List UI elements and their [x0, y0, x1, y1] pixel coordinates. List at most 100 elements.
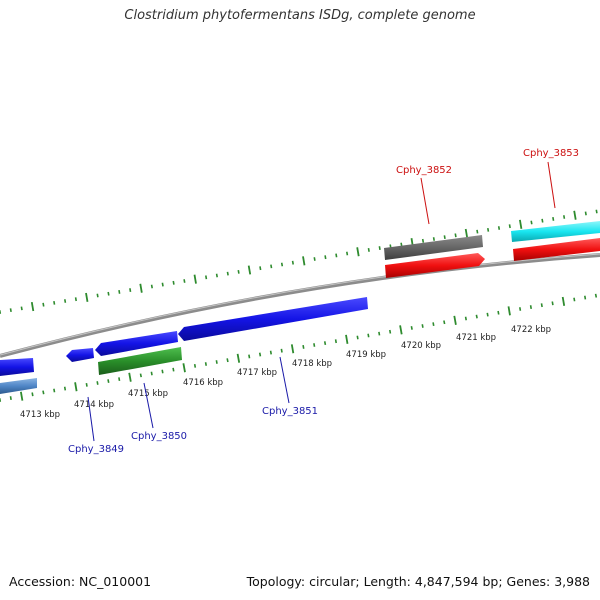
kbp-label: 4718 kbp: [292, 359, 332, 369]
minor-tick: [443, 235, 446, 240]
major-tick: [247, 265, 252, 275]
minor-tick: [421, 324, 424, 328]
minor-tick: [389, 329, 392, 334]
minor-tick: [107, 291, 110, 296]
major-tick: [453, 315, 457, 325]
minor-tick: [421, 238, 425, 243]
minor-tick: [118, 377, 121, 382]
kbp-label: 4720 kbp: [401, 341, 441, 351]
gene-feature[interactable]: [95, 331, 178, 356]
minor-tick: [161, 282, 164, 287]
major-tick: [519, 219, 523, 229]
minor-tick: [302, 344, 305, 349]
minor-tick: [475, 314, 478, 319]
minor-tick: [313, 257, 316, 261]
minor-tick: [410, 326, 413, 330]
minor-tick: [552, 216, 555, 221]
minor-tick: [204, 362, 207, 366]
minor-tick: [53, 388, 56, 393]
major-tick: [507, 306, 511, 316]
minor-tick: [541, 218, 544, 223]
minor-tick: [400, 242, 403, 247]
minor-tick: [519, 307, 522, 311]
minor-tick: [150, 371, 153, 376]
minor-tick: [367, 333, 370, 338]
minor-tick: [584, 211, 587, 216]
minor-tick: [573, 297, 576, 302]
major-tick: [85, 292, 89, 302]
gene-feature[interactable]: [384, 235, 483, 260]
major-tick: [573, 210, 577, 220]
minor-tick: [476, 229, 479, 234]
genome-info-text: Topology: circular; Length: 4,847,594 bp…: [246, 574, 590, 589]
minor-tick: [215, 273, 218, 278]
gene-feature[interactable]: [0, 378, 37, 394]
minor-tick: [497, 310, 500, 315]
leader-line: [547, 161, 556, 209]
gene-feature[interactable]: [98, 347, 182, 375]
kbp-label: 4722 kbp: [511, 325, 551, 335]
minor-tick: [31, 392, 34, 397]
kbp-label: 4716 kbp: [183, 378, 223, 388]
minor-tick: [20, 306, 23, 311]
gene-label[interactable]: Cphy_3850: [131, 431, 187, 442]
genome-backbone-highlight: [0, 253, 600, 356]
gene-label[interactable]: Cphy_3852: [396, 165, 452, 176]
minor-tick: [161, 369, 164, 374]
kbp-label: 4717 kbp: [237, 368, 277, 378]
major-tick: [561, 296, 566, 306]
major-tick: [193, 274, 197, 284]
minor-tick: [378, 246, 381, 251]
minor-tick: [551, 301, 554, 306]
reverse-strand-genes: [0, 238, 600, 394]
minor-tick: [118, 289, 121, 294]
gene-feature[interactable]: [513, 238, 600, 261]
gene-feature[interactable]: [178, 297, 368, 341]
major-tick: [399, 325, 403, 335]
kbp-label: 4713 kbp: [20, 410, 60, 420]
leader-line: [420, 177, 430, 225]
major-tick: [139, 283, 143, 293]
gene-feature[interactable]: [511, 221, 600, 242]
minor-tick: [584, 295, 587, 300]
accession-text: Accession: NC_010001: [9, 574, 152, 589]
minor-tick: [139, 373, 142, 378]
gene-feature[interactable]: [0, 358, 34, 376]
minor-tick: [172, 280, 175, 285]
gene-labels: Cphy_3849 Cphy_3850 Cphy_3851 Cphy_3852 …: [68, 148, 579, 455]
minor-tick: [258, 352, 262, 357]
minor-tick: [205, 275, 208, 280]
minor-tick: [259, 266, 262, 271]
minor-tick: [540, 303, 543, 308]
minor-tick: [150, 284, 153, 289]
leader-line: [279, 356, 290, 404]
gene-feature[interactable]: [66, 348, 94, 362]
gene-feature[interactable]: [385, 253, 485, 278]
genome-title: Clostridium phytofermentans ISDg, comple…: [124, 8, 476, 23]
minor-tick: [324, 255, 327, 260]
minor-tick: [497, 226, 501, 230]
minor-tick: [42, 390, 45, 395]
minor-tick: [313, 343, 316, 347]
minor-tick: [454, 233, 457, 238]
minor-tick: [237, 269, 240, 274]
minor-tick: [129, 288, 132, 293]
minor-tick: [63, 386, 67, 391]
major-tick: [128, 372, 132, 382]
minor-tick: [183, 279, 186, 283]
major-tick: [345, 334, 349, 344]
minor-tick: [563, 215, 566, 219]
gene-label[interactable]: Cphy_3849: [68, 444, 124, 455]
minor-tick: [270, 264, 273, 269]
gene-label[interactable]: Cphy_3851: [262, 406, 318, 417]
minor-tick: [530, 220, 533, 225]
major-tick: [464, 228, 469, 239]
major-tick: [356, 247, 360, 257]
minor-tick: [595, 209, 598, 214]
minor-tick: [64, 299, 67, 303]
minor-tick: [280, 262, 284, 267]
gene-label[interactable]: Cphy_3853: [523, 148, 579, 159]
minor-tick: [464, 316, 467, 321]
minor-tick: [280, 348, 283, 353]
